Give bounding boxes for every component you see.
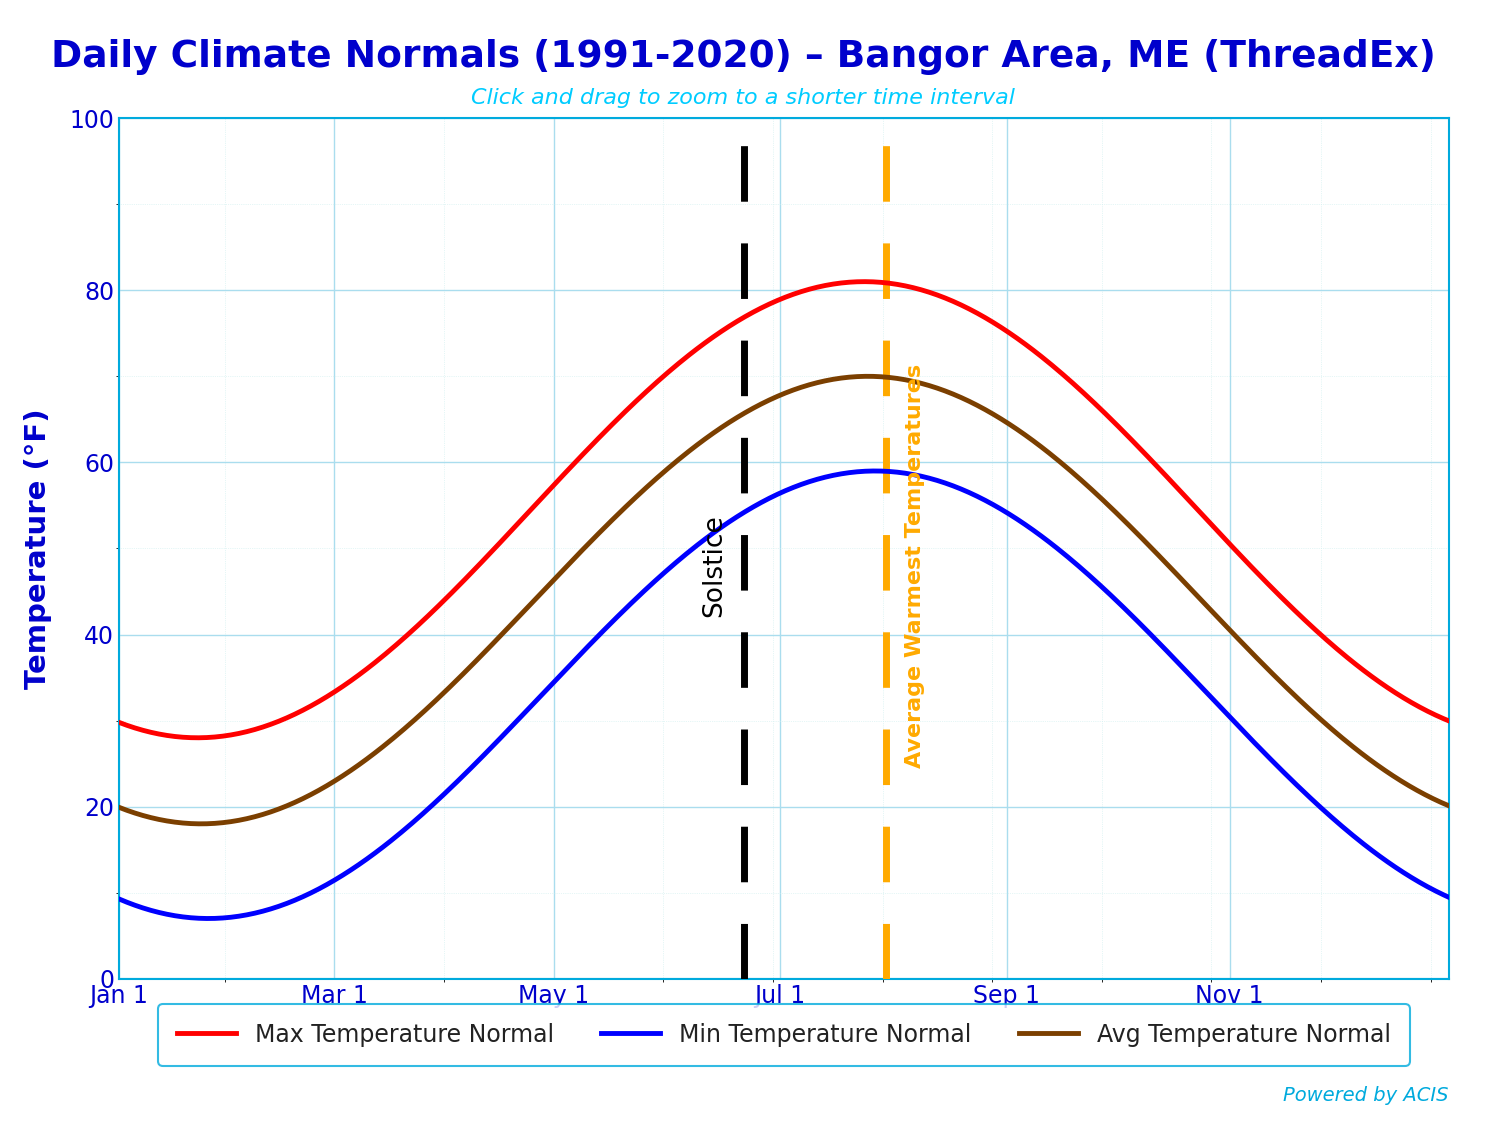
Text: Daily Climate Normals (1991-2020) – Bangor Area, ME (ThreadEx): Daily Climate Normals (1991-2020) – Bang… xyxy=(51,39,1435,75)
Text: Solstice: Solstice xyxy=(701,514,728,616)
Legend: Max Temperature Normal, Min Temperature Normal, Avg Temperature Normal: Max Temperature Normal, Min Temperature … xyxy=(158,1005,1410,1065)
Text: Average Warmest Temperatures: Average Warmest Temperatures xyxy=(905,363,926,767)
Y-axis label: Temperature (°F): Temperature (°F) xyxy=(24,408,52,688)
Text: Powered by ACIS: Powered by ACIS xyxy=(1284,1086,1449,1105)
Text: Click and drag to zoom to a shorter time interval: Click and drag to zoom to a shorter time… xyxy=(471,88,1015,108)
